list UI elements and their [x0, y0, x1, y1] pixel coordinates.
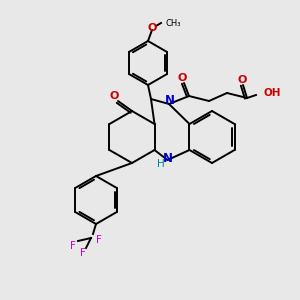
Text: O: O: [177, 73, 187, 83]
Text: O: O: [109, 91, 119, 101]
Text: OH: OH: [264, 88, 281, 98]
Text: F: F: [96, 235, 102, 245]
Text: CH₃: CH₃: [166, 19, 182, 28]
Text: N: N: [165, 94, 175, 107]
Text: F: F: [70, 241, 76, 251]
Text: O: O: [147, 23, 157, 33]
Text: N: N: [163, 152, 172, 164]
Text: H: H: [157, 159, 164, 169]
Text: F: F: [80, 248, 86, 258]
Text: O: O: [237, 75, 247, 85]
